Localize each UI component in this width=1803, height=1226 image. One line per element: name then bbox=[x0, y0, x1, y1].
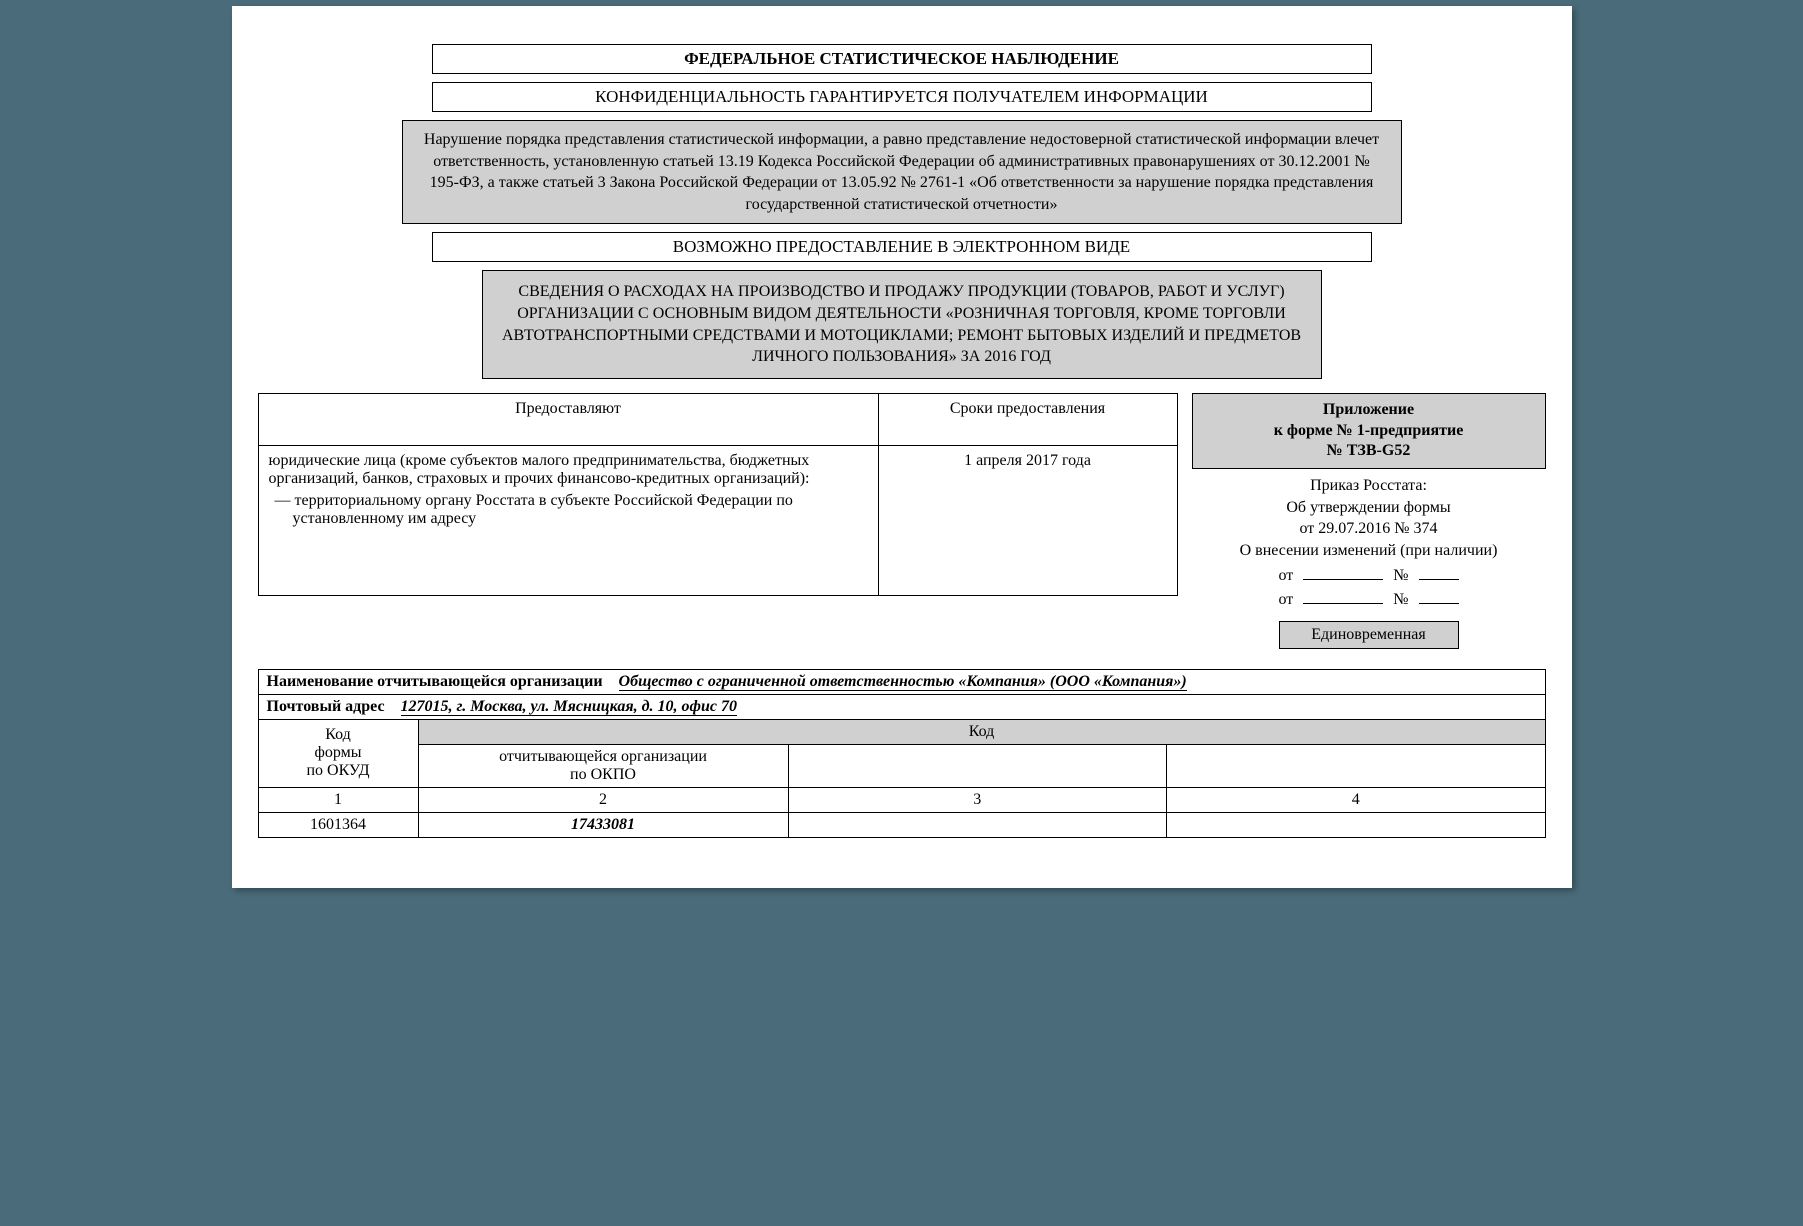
banner-electronic: ВОЗМОЖНО ПРЕДОСТАВЛЕНИЕ В ЭЛЕКТРОННОМ ВИ… bbox=[432, 232, 1372, 262]
code-form-okud-header: Код формы по ОКУД bbox=[258, 719, 418, 787]
order-line3: от 29.07.2016 № 374 bbox=[1192, 518, 1546, 540]
banner-confidentiality: КОНФИДЕНЦИАЛЬНОСТЬ ГАРАНТИРУЕТСЯ ПОЛУЧАТ… bbox=[432, 82, 1372, 112]
provide-body-1a: юридические лица (кроме субъектов малого… bbox=[269, 452, 868, 488]
code-val-3 bbox=[788, 812, 1166, 837]
document-page: ФЕДЕРАЛЬНОЕ СТАТИСТИЧЕСКОЕ НАБЛЮДЕНИЕ КО… bbox=[232, 6, 1572, 888]
provide-body-1b: — территориальному органу Росстата в суб… bbox=[269, 492, 868, 528]
banner-title: ФЕДЕРАЛЬНОЕ СТАТИСТИЧЕСКОЕ НАБЛЮДЕНИЕ bbox=[432, 44, 1372, 74]
label-ot: от bbox=[1278, 565, 1293, 587]
blank-no-2 bbox=[1419, 588, 1459, 604]
blank-date-1 bbox=[1303, 564, 1383, 580]
appendix-line2: к форме № 1-предприятие bbox=[1197, 421, 1541, 442]
label-ot-2: от bbox=[1278, 589, 1293, 611]
label-no-2: № bbox=[1393, 589, 1408, 611]
org-table: Наименование отчитывающейся организации … bbox=[258, 669, 1546, 838]
org-name-row: Наименование отчитывающейся организации … bbox=[258, 669, 1545, 694]
order-line1: Приказ Росстата: bbox=[1192, 475, 1546, 497]
code-num-1: 1 bbox=[258, 787, 418, 812]
order-blank-row-2: от № bbox=[1192, 588, 1546, 611]
code-val-okud: 1601364 bbox=[258, 812, 418, 837]
appendix-line3: № ТЗВ-G52 bbox=[1197, 441, 1541, 462]
code-num-2: 2 bbox=[418, 787, 788, 812]
code-col3-header bbox=[788, 744, 1166, 787]
order-line4: О внесении изменений (при наличии) bbox=[1192, 540, 1546, 562]
blank-date-2 bbox=[1303, 588, 1383, 604]
provide-table: Предоставляют Сроки предоставления юриди… bbox=[258, 393, 1178, 596]
provide-body-1: юридические лица (кроме субъектов малого… bbox=[258, 445, 878, 595]
order-block: Приказ Росстата: Об утверждении формы от… bbox=[1192, 475, 1546, 611]
banner-warning: Нарушение порядка представления статисти… bbox=[402, 120, 1402, 224]
type-box: Единовременная bbox=[1279, 621, 1459, 649]
org-addr-row: Почтовый адрес 127015, г. Москва, ул. Мя… bbox=[258, 694, 1545, 719]
provide-body-2: 1 апреля 2017 года bbox=[878, 445, 1177, 595]
code-val-4 bbox=[1166, 812, 1545, 837]
code-num-4: 4 bbox=[1166, 787, 1545, 812]
appendix-line1: Приложение bbox=[1197, 400, 1541, 421]
org-addr-label: Почтовый адрес bbox=[267, 698, 385, 715]
label-no: № bbox=[1393, 565, 1408, 587]
order-blank-row-1: от № bbox=[1192, 564, 1546, 587]
appendix-box: Приложение к форме № 1-предприятие № ТЗВ… bbox=[1192, 393, 1546, 469]
provide-header-2: Сроки предоставления bbox=[878, 393, 1177, 445]
blank-no-1 bbox=[1419, 564, 1459, 580]
banner-subject: СВЕДЕНИЯ О РАСХОДАХ НА ПРОИЗВОДСТВО И ПР… bbox=[482, 270, 1322, 378]
code-col4-header bbox=[1166, 744, 1545, 787]
provide-header-1: Предоставляют bbox=[258, 393, 878, 445]
code-okpo-header: отчитывающейся организации по ОКПО bbox=[418, 744, 788, 787]
code-num-3: 3 bbox=[788, 787, 1166, 812]
code-val-okpo: 17433081 bbox=[418, 812, 788, 837]
code-top-header: Код bbox=[418, 719, 1545, 744]
org-name-value: Общество с ограниченной ответственностью… bbox=[619, 673, 1187, 691]
org-addr-value: 127015, г. Москва, ул. Мясницкая, д. 10,… bbox=[401, 698, 737, 716]
org-name-label: Наименование отчитывающейся организации bbox=[267, 673, 603, 690]
order-line2: Об утверждении формы bbox=[1192, 497, 1546, 519]
